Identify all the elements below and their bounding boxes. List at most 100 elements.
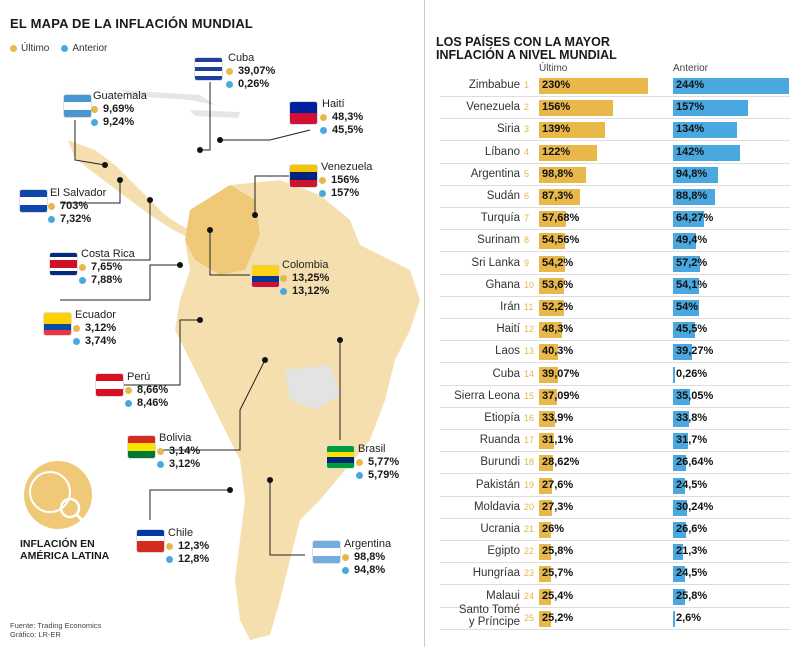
row-rank: 14: [524, 368, 535, 379]
bar-label-anterior: 31,7%: [676, 434, 708, 447]
bar-anterior: [673, 78, 789, 94]
bar-label-anterior: 35,05%: [676, 389, 714, 402]
row-country: Venezuela: [466, 101, 520, 114]
row-rank: 18: [524, 457, 535, 468]
value-text: 703%: [60, 200, 89, 212]
neighbor-region: [285, 365, 340, 410]
row-rank: 11: [524, 302, 534, 312]
bar-ultimo: [539, 144, 597, 161]
bar-anterior: [673, 166, 719, 183]
flag-icon: [313, 541, 340, 563]
bar-anterior: [673, 411, 690, 427]
table-row: Haití 12 48,3% 45,5%: [440, 319, 790, 342]
row-rank: 10: [524, 279, 535, 290]
country-name: El Salvador: [50, 187, 107, 199]
row-rank: 1: [524, 80, 530, 90]
bar-ultimo: [539, 477, 553, 494]
value-text: 7,32%: [60, 213, 92, 225]
row-rank: 25: [524, 612, 535, 623]
bar-label-anterior: 64,27%: [676, 212, 714, 225]
location-dots: [102, 137, 343, 493]
leader-lines: [60, 82, 341, 556]
dot-anterior: [320, 126, 327, 134]
bar-label-ultimo: 57,68%: [542, 212, 580, 225]
flag-icon: [128, 436, 155, 458]
flag-icon: [44, 313, 71, 335]
row-rank: 9: [524, 257, 530, 268]
bar-anterior: [673, 499, 688, 516]
flag-icon: [20, 190, 47, 212]
legend-dot-anterior: [61, 45, 69, 52]
row-rank: 6: [524, 191, 530, 201]
bar-anterior: [673, 211, 704, 228]
value-text: 12,8%: [178, 553, 210, 565]
country-name: Ecuador: [75, 309, 116, 321]
graphic-credit: Gráfico: LR-ER: [10, 630, 61, 639]
flag-icon: [195, 58, 222, 80]
row-country: Ruanda: [479, 434, 520, 447]
globe-magnifier-icon: [24, 461, 92, 529]
flag-icon: [290, 102, 317, 124]
country-name: Venezuela: [321, 161, 373, 173]
bar-ultimo: [539, 566, 552, 583]
country-value-anterior: 12,8%: [166, 553, 209, 565]
flag-icon: [137, 530, 164, 552]
chart-title: LOS PAÍSES CON LA MAYOR INFLACIÓN A NIVE…: [436, 35, 617, 62]
value-text: 157%: [331, 187, 360, 199]
bar-label-anterior: 54%: [676, 301, 699, 313]
row-country: Líbano: [484, 145, 520, 158]
dot-ultimo: [226, 67, 233, 75]
bar-label-anterior: 157%: [676, 101, 705, 114]
bar-label-anterior: 30,24%: [676, 500, 714, 513]
value-text: 39,07%: [238, 65, 276, 77]
table-row: Sudán 6 87,3% 88,8%: [440, 186, 790, 208]
bar-label-anterior: 54,1%: [676, 278, 708, 291]
country-name: Guatemala: [93, 90, 147, 102]
country-value-ultimo: 9,69%: [91, 103, 134, 115]
bar-label-ultimo: 54,56%: [542, 234, 580, 247]
value-text: 8,66%: [137, 384, 169, 396]
dot-ultimo: [320, 113, 327, 121]
row-rank: 7: [524, 213, 530, 224]
value-text: 7,65%: [91, 261, 123, 273]
table-row: Pakistán 19 27,6% 24,5%: [440, 475, 790, 497]
country-value-anterior: 7,88%: [79, 274, 122, 286]
value-text: 156%: [331, 174, 360, 186]
map-title: EL MAPA DE LA INFLACIÓN MUNDIAL: [10, 16, 254, 31]
value-text: 3,14%: [169, 445, 201, 457]
dot-anterior: [91, 118, 98, 126]
country-name: Colombia: [282, 259, 329, 271]
row-country: Haití: [496, 323, 520, 336]
row-country: Sierra Leona: [454, 389, 520, 402]
bar-anterior: [673, 277, 699, 294]
bar-ultimo: [539, 211, 567, 228]
dot-anterior: [166, 555, 173, 563]
bar-ultimo: [539, 189, 581, 205]
country-value-ultimo: 3,14%: [157, 445, 200, 457]
value-text: 98,8%: [354, 551, 386, 563]
country-name: Brasil: [358, 443, 386, 455]
row-rank: 16: [524, 413, 535, 423]
country-value-anterior: 13,12%: [280, 285, 329, 297]
row-rank: 15: [524, 390, 535, 401]
bar-ultimo: [539, 322, 562, 339]
dot-anterior: [48, 215, 55, 223]
dot-ultimo: [73, 324, 80, 332]
country-value-anterior: 0,26%: [226, 78, 269, 90]
value-text: 12,3%: [178, 540, 210, 552]
col-header-ultimo: Último: [539, 63, 568, 74]
country-value-anterior: 8,46%: [125, 397, 168, 409]
bar-anterior: [673, 588, 686, 605]
table-row: Líbano 4 122% 142%: [440, 142, 790, 164]
badge-label: INFLACIÓN EN AMÉRICA LATINA: [20, 538, 110, 562]
bar-ultimo: [539, 122, 606, 139]
value-text: 94,8%: [354, 564, 386, 576]
south-america-landmass: [175, 180, 420, 640]
bar-label-ultimo: 39,07%: [542, 367, 580, 380]
dot-anterior: [356, 471, 363, 479]
bar-label-anterior: 26,6%: [676, 523, 708, 535]
bar-label-ultimo: 48,3%: [542, 323, 574, 336]
dot-anterior: [226, 80, 233, 88]
value-text: 9,24%: [103, 116, 135, 128]
table-row: Venezuela 2 156% 157%: [440, 97, 790, 120]
